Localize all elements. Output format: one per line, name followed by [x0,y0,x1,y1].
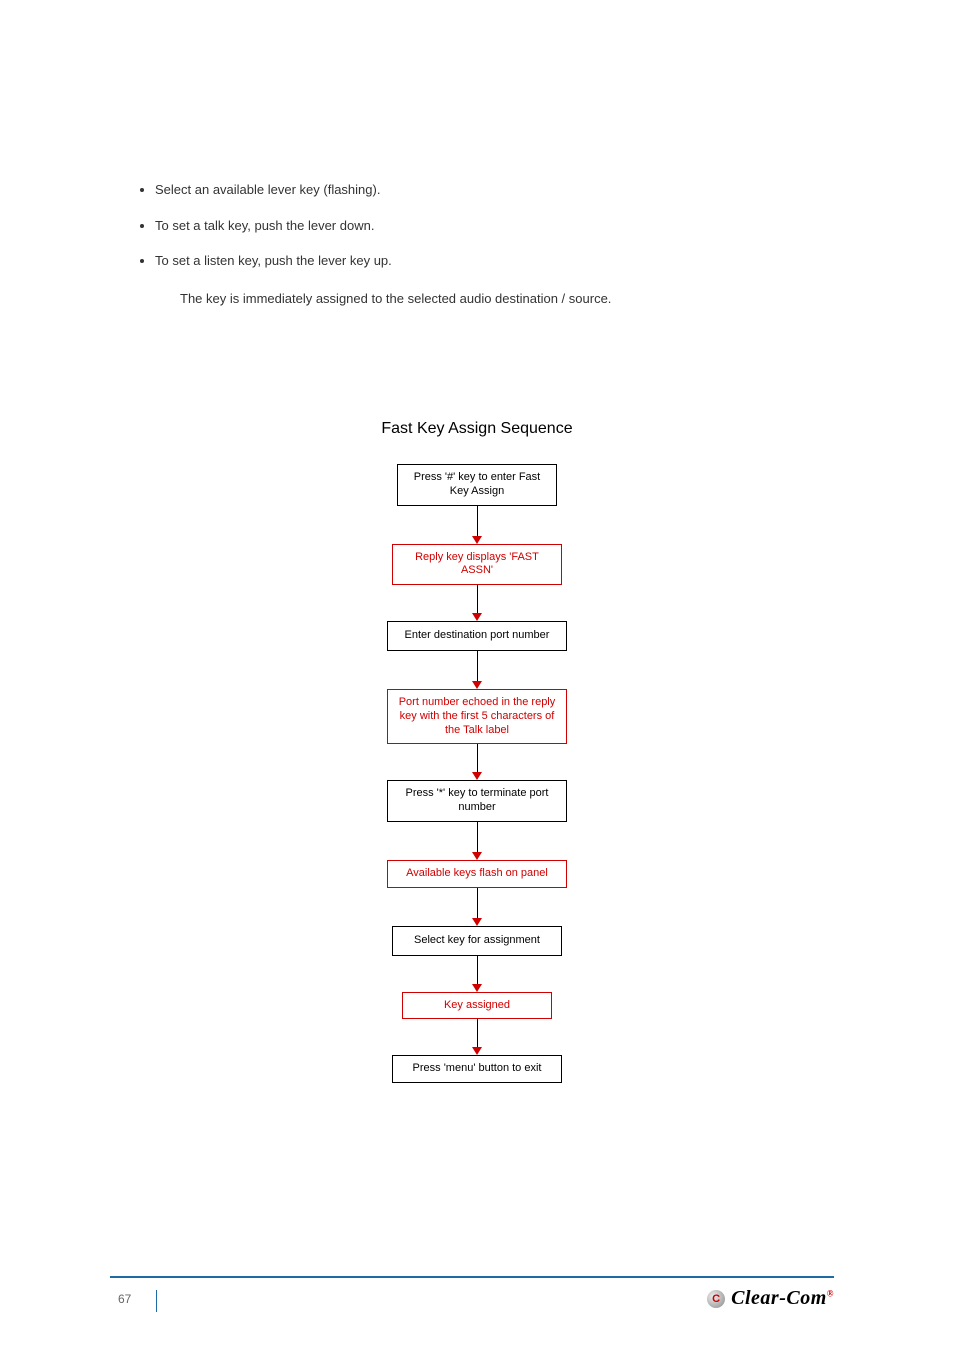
footer-separator [156,1290,157,1312]
flow-result-box: Reply key displays 'FAST ASSN' [392,544,562,586]
footer-logo: C Clear-Com® [707,1287,834,1310]
registered-icon: ® [827,1288,834,1298]
bullet-section: Select an available lever key (flashing)… [135,180,844,308]
logo-icon: C [707,1290,725,1308]
footer-rule [110,1276,834,1278]
logo-text: Clear-Com® [731,1287,834,1310]
flow-action-box: Press '#' key to enter Fast Key Assign [397,464,557,506]
flow-arrow [472,506,482,544]
document-page: Select an available lever key (flashing)… [0,0,954,1350]
paragraph: The key is immediately assigned to the s… [180,289,844,309]
flow-result-box: Available keys flash on panel [387,860,567,888]
flow-result-box: Port number echoed in the reply key with… [387,689,567,744]
flow-arrow [472,585,482,621]
bullet-item: To set a talk key, push the lever down. [155,216,844,236]
flow-arrow [472,956,482,992]
bullet-list: Select an available lever key (flashing)… [135,180,844,271]
flowchart-container: Press '#' key to enter Fast Key Assign Re… [387,464,567,1083]
logo-text-content: Clear-Com [731,1287,827,1309]
bullet-item: To set a listen key, push the lever key … [155,251,844,271]
flow-action-box: Select key for assignment [392,926,562,956]
flow-arrow [472,822,482,860]
flowchart: Fast Key Assign Sequence Press '#' key t… [0,420,954,1083]
page-number: 67 [118,1292,131,1306]
flow-result-box: Key assigned [402,992,552,1020]
flowchart-title: Fast Key Assign Sequence [381,420,572,438]
flow-action-box: Press '*' key to terminate port number [387,780,567,822]
flow-action-box: Press 'menu' button to exit [392,1055,562,1083]
flow-arrow [472,744,482,780]
bullet-item: Select an available lever key (flashing)… [155,180,844,200]
flow-arrow [472,1019,482,1055]
flow-arrow [472,888,482,926]
flow-action-box: Enter destination port number [387,621,567,651]
flow-arrow [472,651,482,689]
